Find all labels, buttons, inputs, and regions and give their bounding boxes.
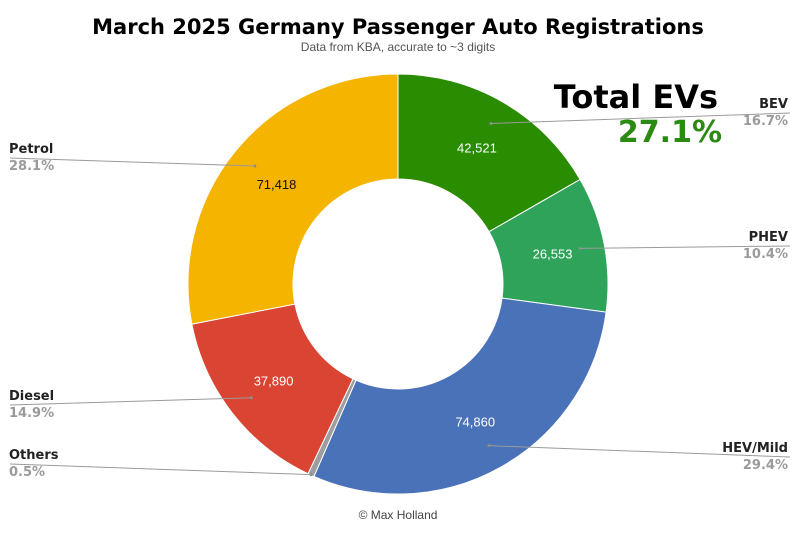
leader-line-others	[9, 463, 312, 476]
category-name-others: Others	[9, 448, 59, 463]
category-percent-hev-mild: 29.4%	[743, 458, 788, 473]
slice-hev-mild	[313, 297, 607, 495]
slice-bev	[397, 73, 581, 233]
leader-line-bev	[490, 112, 791, 124]
category-percent-bev: 16.7%	[743, 114, 788, 129]
value-label-petrol: 71,418	[257, 177, 297, 192]
category-percent-diesel: 14.9%	[9, 406, 54, 421]
credit: © Max Holland	[359, 508, 438, 522]
category-name-diesel: Diesel	[9, 389, 54, 404]
category-name-phev: PHEV	[749, 230, 788, 245]
donut-slices	[187, 73, 609, 495]
leader-line-hev-mild	[488, 445, 791, 458]
slice-petrol	[187, 73, 399, 325]
category-percent-petrol: 28.1%	[9, 159, 54, 174]
category-name-hev-mild: HEV/Mild	[722, 441, 788, 456]
leader-lines	[9, 112, 791, 477]
leader-dot-petrol	[253, 164, 257, 168]
value-label-bev: 42,521	[457, 141, 497, 156]
value-label-phev: 26,553	[533, 247, 573, 262]
category-labels: 42,521 BEV 16.7% 26,553 PHEV 10.4% 74,860 HEV/M…	[9, 97, 788, 480]
value-label-hev-mild: 74,860	[455, 414, 495, 429]
slice-diesel	[191, 303, 354, 475]
value-label-diesel: 37,890	[254, 374, 294, 389]
total-evs-value: 27.1%	[618, 115, 722, 150]
category-percent-others: 0.5%	[9, 465, 45, 480]
chart-subtitle: Data from KBA, accurate to ~3 digits	[301, 40, 495, 54]
total-evs-label: Total EVs	[554, 78, 718, 116]
leader-line-phev	[580, 245, 791, 249]
category-percent-phev: 10.4%	[743, 247, 788, 262]
category-name-bev: BEV	[759, 97, 788, 112]
leader-line-petrol	[9, 157, 255, 167]
chart-title: March 2025 Germany Passenger Auto Regist…	[92, 15, 704, 39]
leader-line-diesel	[9, 397, 252, 406]
category-name-petrol: Petrol	[9, 142, 53, 157]
